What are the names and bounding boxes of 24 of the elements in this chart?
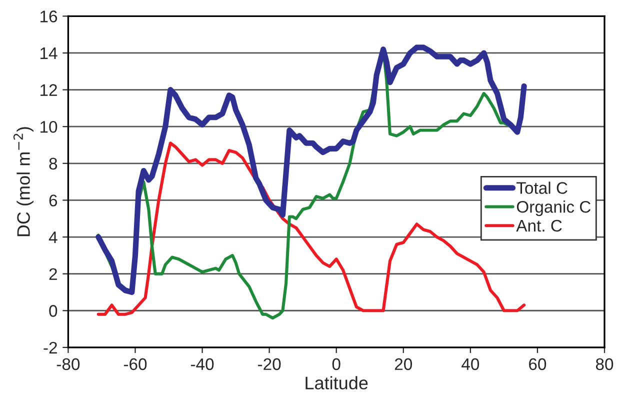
- x-tick-label: -80: [56, 358, 80, 370]
- y-tick-label: 6: [49, 194, 58, 206]
- x-tick-label: -40: [190, 358, 214, 370]
- x-tick-label: 0: [332, 358, 340, 370]
- x-tick-label: -60: [124, 358, 147, 370]
- y-tick-label: 10: [40, 120, 58, 133]
- y-tick-label: 0: [49, 305, 58, 317]
- y-tick-label: -2: [44, 342, 57, 354]
- y-tick-label: 4: [48, 232, 58, 244]
- x-axis-title: Latitude: [306, 376, 368, 390]
- x-tick-label: 20: [394, 358, 412, 370]
- y-tick-label: 2: [49, 268, 57, 280]
- x-tick-label: 60: [529, 358, 546, 370]
- y-tick-label: 16: [40, 10, 58, 22]
- legend-label: Ant. C: [516, 220, 562, 232]
- y-tick-label: 14: [40, 48, 58, 60]
- legend-label: Total C: [516, 182, 568, 194]
- y-tick-label: 12: [40, 84, 57, 96]
- x-tick-label: 40: [462, 358, 480, 370]
- y-tick-label: 8: [49, 158, 58, 170]
- y-axis-title: DC (mol m$^{−2}$): [13, 127, 34, 236]
- x-tick-label: 80: [596, 358, 614, 370]
- legend-label: Organic C: [516, 200, 591, 216]
- x-tick-label: -20: [258, 358, 281, 370]
